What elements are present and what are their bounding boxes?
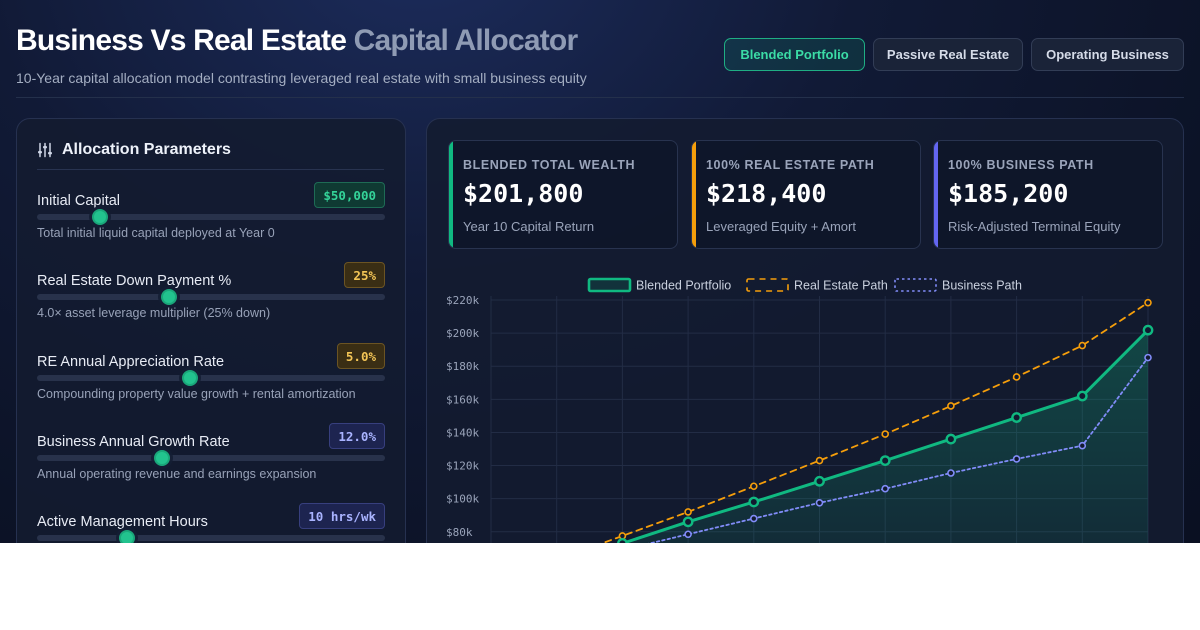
kpi-value: $185,200: [948, 179, 1069, 208]
y-tick-label: $120k: [446, 460, 479, 473]
data-point: [881, 484, 890, 493]
data-point: [748, 496, 760, 508]
page-title-secondary: Capital Allocator: [353, 24, 578, 57]
management-hours-slider[interactable]: [37, 530, 385, 543]
page-title-primary: Business Vs Real Estate: [16, 24, 347, 57]
tab-operating-business[interactable]: Operating Business: [1031, 38, 1184, 71]
param-description: Compounding property value growth + rent…: [37, 387, 356, 401]
series-line-real-estate-path: [600, 301, 1149, 543]
param-label: Initial Capital: [37, 193, 121, 209]
data-point: [749, 514, 758, 523]
parameters-title: Allocation Parameters: [62, 141, 231, 158]
y-tick-label: $100k: [446, 493, 479, 506]
param-value-badge: 25%: [344, 262, 385, 288]
data-point: [814, 475, 825, 487]
data-point: [684, 508, 692, 516]
legend-label: Business Path: [942, 279, 1022, 293]
data-point: [1144, 298, 1152, 307]
page-subtitle: 10-Year capital allocation model contras…: [16, 70, 587, 86]
param-value-badge: 5.0%: [336, 343, 385, 369]
y-tick-label: $200k: [446, 327, 479, 340]
param-label: Business Annual Growth Rate: [37, 434, 230, 450]
app-window: Business Vs Real Estate Capital Allocato…: [0, 0, 1200, 543]
initial-capital-slider[interactable]: [37, 209, 385, 225]
data-point: [682, 516, 694, 528]
kpi-label: BLENDED TOTAL WEALTH: [463, 158, 636, 172]
kpi-label: 100% BUSINESS PATH: [948, 158, 1094, 172]
data-point: [815, 456, 824, 465]
data-point: [1144, 353, 1152, 362]
legend-swatch: [746, 278, 789, 292]
param-value-badge: 12.0%: [329, 423, 385, 449]
sliders-icon: [37, 142, 53, 158]
param-value-badge: 10 hrs/wk: [299, 503, 385, 529]
y-tick-label: $160k: [446, 393, 479, 406]
data-point: [1078, 341, 1087, 350]
kpi-card-business: 100% BUSINESS PATH $185,200 Risk-Adjuste…: [933, 140, 1163, 249]
parameters-header: Allocation Parameters: [37, 141, 231, 159]
data-point: [749, 482, 758, 491]
kpi-card-blended: BLENDED TOTAL WEALTH $201,800 Year 10 Ca…: [448, 140, 678, 249]
param-label: Active Management Hours: [37, 514, 208, 530]
wealth-projection-chart: $220k$200k$180k$160k$140k$120k$100k$80k$…: [446, 277, 1154, 543]
data-point: [1078, 441, 1087, 450]
page-title: Business Vs Real Estate Capital Allocato…: [16, 24, 578, 58]
param-label: RE Annual Appreciation Rate: [37, 354, 225, 370]
data-point: [815, 499, 824, 507]
y-tick-label: $80k: [446, 526, 473, 539]
data-point: [947, 402, 955, 410]
legend-swatch: [587, 277, 632, 293]
data-point: [684, 530, 692, 539]
kpi-description: Year 10 Capital Return: [463, 219, 595, 234]
kpi-description: Risk-Adjusted Terminal Equity: [948, 219, 1121, 234]
kpi-value: $218,400: [706, 179, 827, 208]
tab-blended-portfolio[interactable]: Blended Portfolio: [724, 38, 865, 71]
kpi-accent-bar: [692, 141, 696, 248]
data-point: [1011, 412, 1022, 423]
header-divider: [16, 97, 1184, 98]
data-point: [945, 433, 957, 445]
legend-label: Blended Portfolio: [636, 279, 731, 293]
slider-thumb[interactable]: [182, 370, 199, 386]
legend-label: Real Estate Path: [794, 279, 888, 293]
data-point: [1076, 390, 1088, 402]
kpi-accent-bar: [449, 141, 453, 248]
kpi-description: Leveraged Equity + Amort: [706, 219, 856, 234]
allocation-parameters-panel: Allocation Parameters Initial Capital $5…: [16, 118, 406, 543]
param-description: 4.0× asset leverage multiplier (25% down…: [37, 306, 271, 320]
data-point: [1012, 455, 1021, 463]
business-growth-slider[interactable]: [37, 450, 385, 466]
slider-thumb[interactable]: [161, 289, 178, 305]
y-tick-label: $140k: [446, 426, 479, 439]
data-point: [881, 430, 890, 438]
data-point: [947, 469, 955, 477]
projection-panel: BLENDED TOTAL WEALTH $201,800 Year 10 Ca…: [426, 118, 1184, 543]
slider-thumb[interactable]: [154, 450, 171, 466]
y-tick-label: $180k: [446, 360, 479, 373]
tab-passive-real-estate[interactable]: Passive Real Estate: [873, 38, 1023, 71]
param-description: Total initial liquid capital deployed at…: [37, 226, 275, 240]
re-down-payment-slider[interactable]: [37, 289, 385, 305]
slider-thumb[interactable]: [91, 209, 108, 225]
re-appreciation-slider[interactable]: [37, 370, 385, 386]
kpi-card-real-estate: 100% REAL ESTATE PATH $218,400 Leveraged…: [691, 140, 921, 249]
data-point: [617, 537, 628, 543]
kpi-value: $201,800: [463, 179, 584, 208]
param-value-badge: $50,000: [314, 182, 385, 208]
data-point: [1142, 324, 1154, 336]
blended-area-fill: [623, 330, 1148, 543]
param-description: Annual operating revenue and earnings ex…: [37, 467, 317, 481]
kpi-label: 100% REAL ESTATE PATH: [706, 158, 875, 172]
data-point: [879, 455, 891, 466]
y-tick-label: $220k: [446, 294, 479, 307]
kpi-accent-bar: [934, 141, 938, 248]
slider-thumb[interactable]: [119, 530, 136, 543]
parameters-divider: [37, 169, 384, 170]
data-point: [1012, 373, 1021, 381]
param-label: Real Estate Down Payment %: [37, 273, 232, 289]
legend-swatch: [894, 278, 937, 292]
